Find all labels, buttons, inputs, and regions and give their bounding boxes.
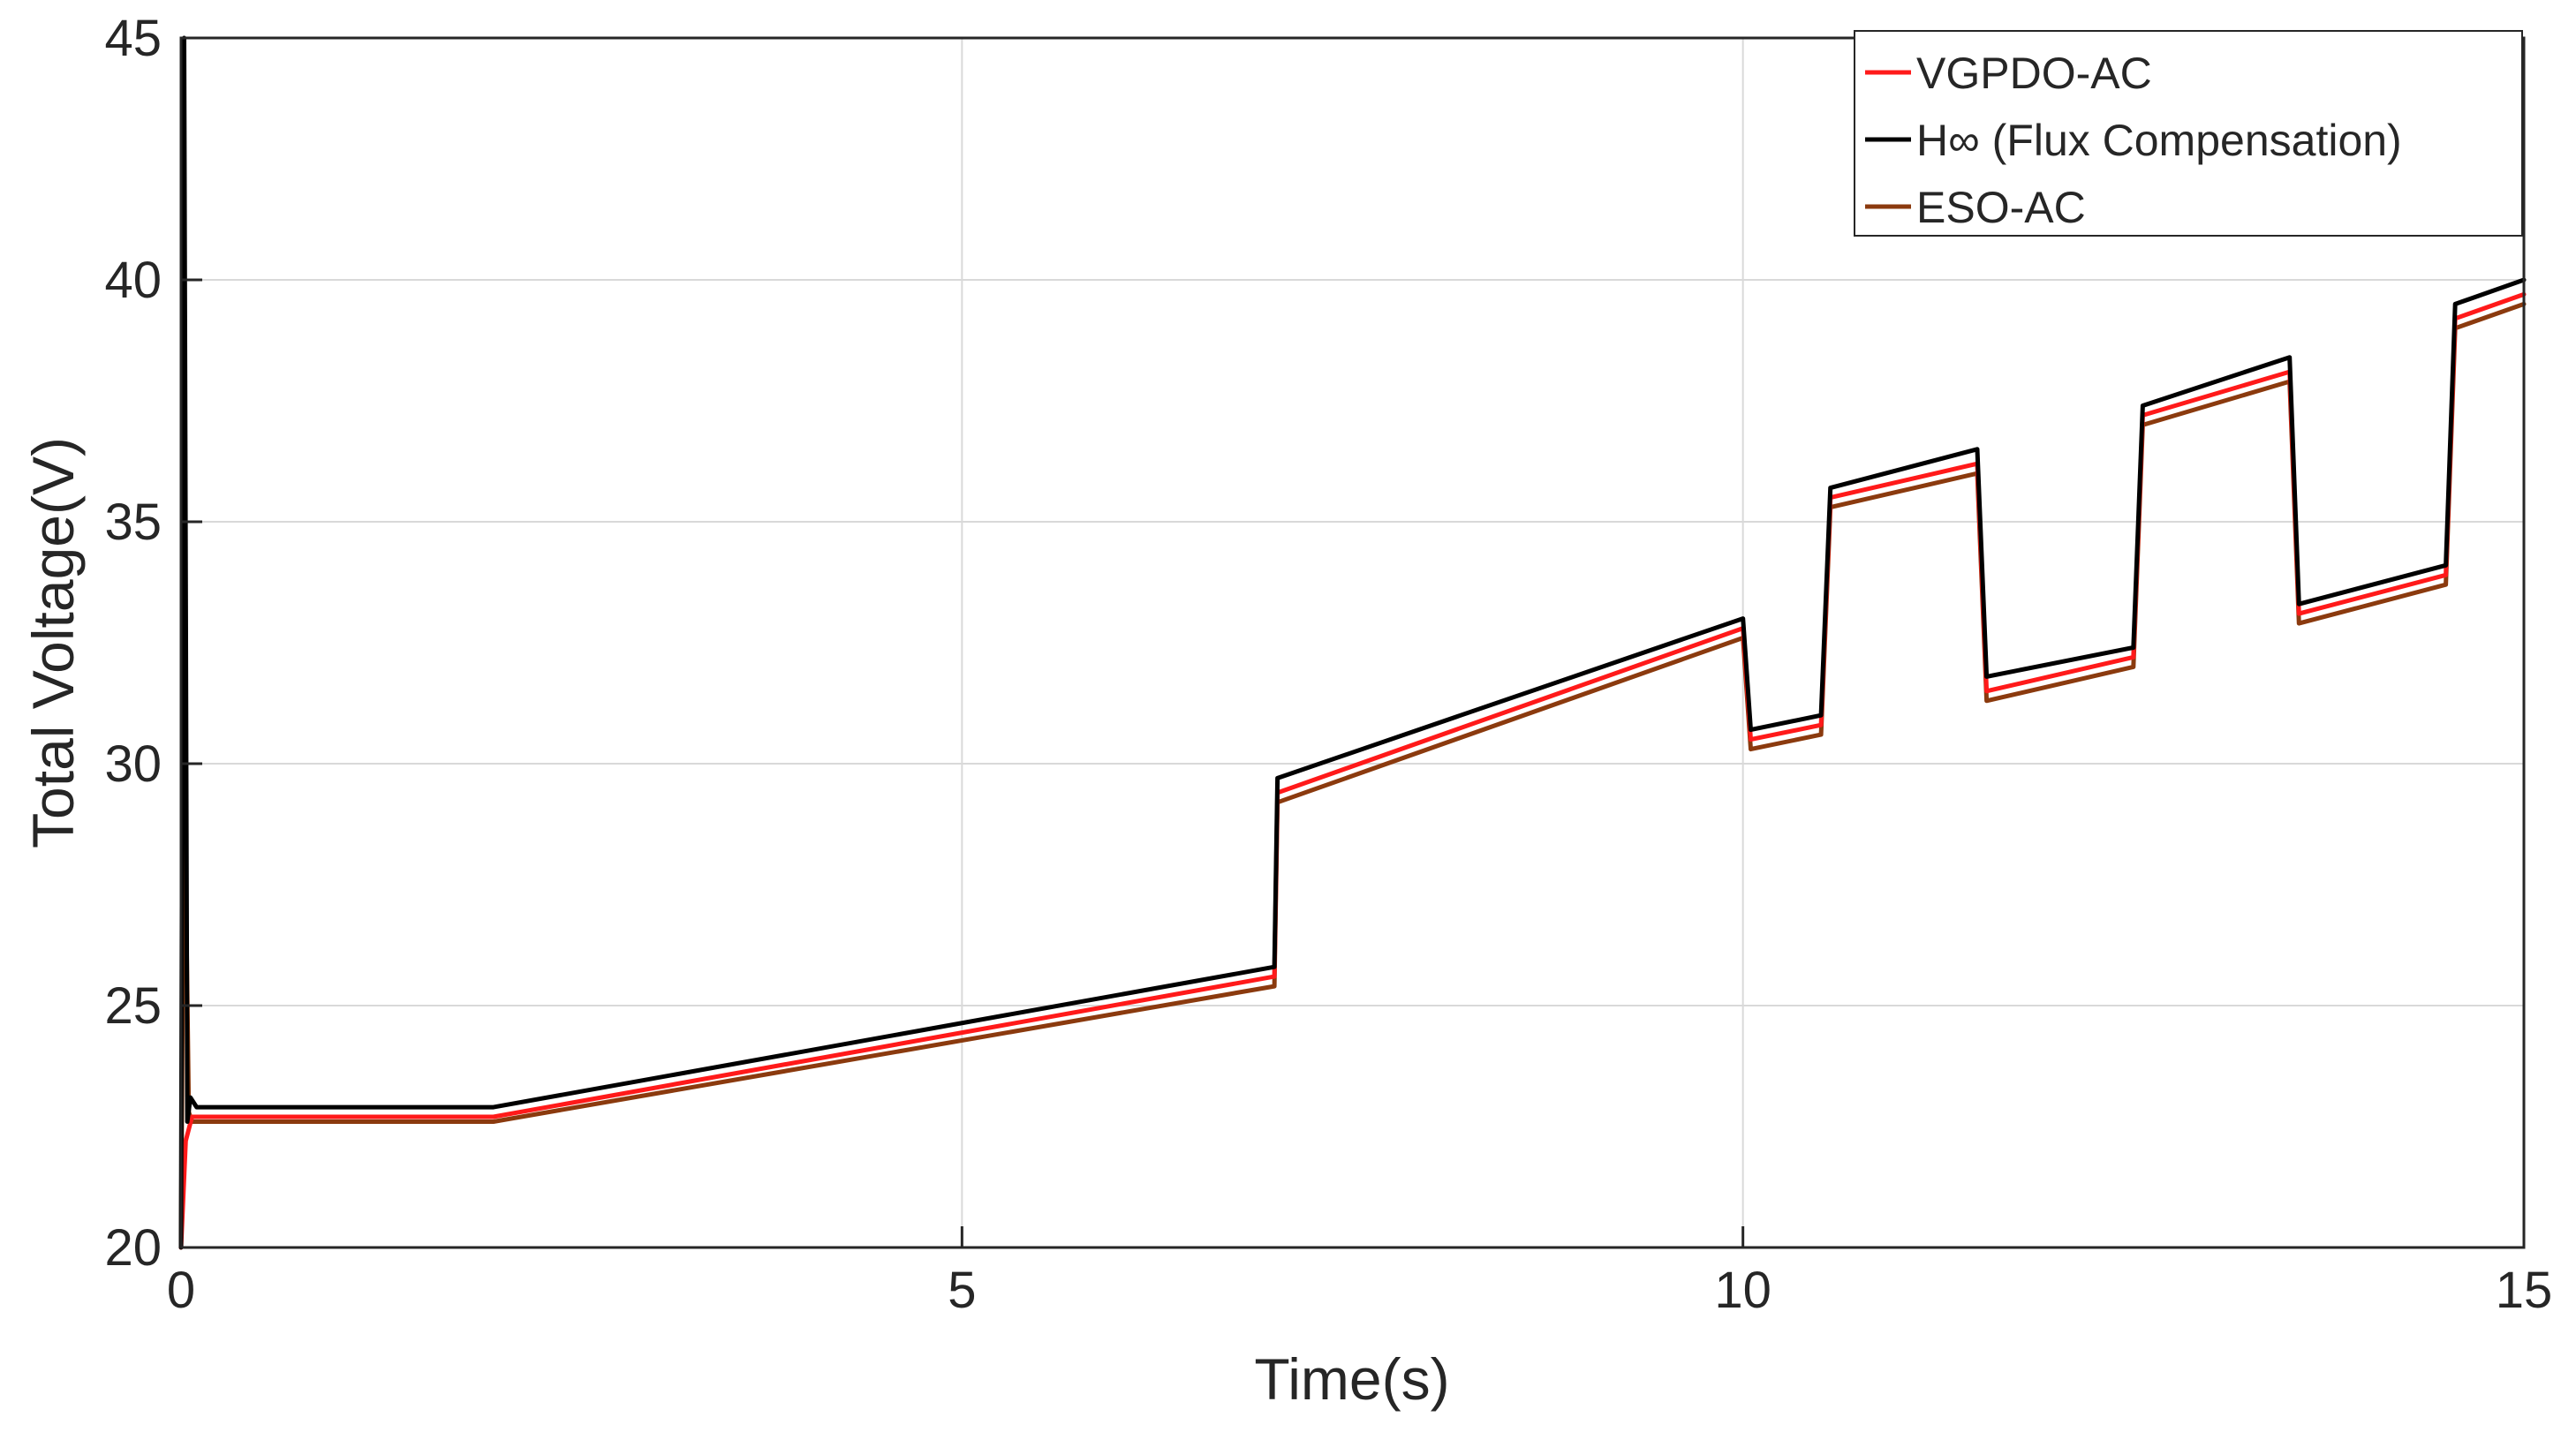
series-line-2 xyxy=(178,291,2527,1250)
legend-label: ESO-AC xyxy=(1916,183,2086,232)
x-tick-label: 5 xyxy=(948,1262,976,1319)
y-tick-label: 35 xyxy=(104,494,162,551)
y-axis-ticks: 20 25 30 35 40 45 xyxy=(104,10,202,1277)
y-tick-label: 20 xyxy=(104,1219,162,1277)
y-tick-label: 25 xyxy=(104,977,162,1035)
legend-box xyxy=(1854,30,2523,237)
series-lines xyxy=(178,35,2527,1250)
y-tick-label: 40 xyxy=(104,252,162,309)
x-tick-label: 15 xyxy=(2496,1262,2553,1319)
legend-label: VGPDO-AC xyxy=(1916,49,2152,98)
grid-lines xyxy=(181,38,2524,1247)
x-tick-label: 0 xyxy=(167,1262,195,1319)
series-line-1 xyxy=(178,301,2527,1250)
y-tick-label: 30 xyxy=(104,735,162,793)
x-axis-label: Time(s) xyxy=(1254,1346,1449,1412)
legend: VGPDO-AC H∞ (Flux Compensation) ESO-AC xyxy=(1854,30,2523,237)
x-tick-label: 10 xyxy=(1714,1262,1771,1319)
legend-label: H∞ (Flux Compensation) xyxy=(1916,116,2402,165)
plot-frame xyxy=(179,36,2526,1249)
y-tick-label: 45 xyxy=(104,10,162,67)
series-line-3 xyxy=(178,35,2527,1250)
x-axis-ticks: 0 5 10 15 xyxy=(167,1226,2552,1319)
y-axis-label: Total Voltage(V) xyxy=(20,437,86,848)
